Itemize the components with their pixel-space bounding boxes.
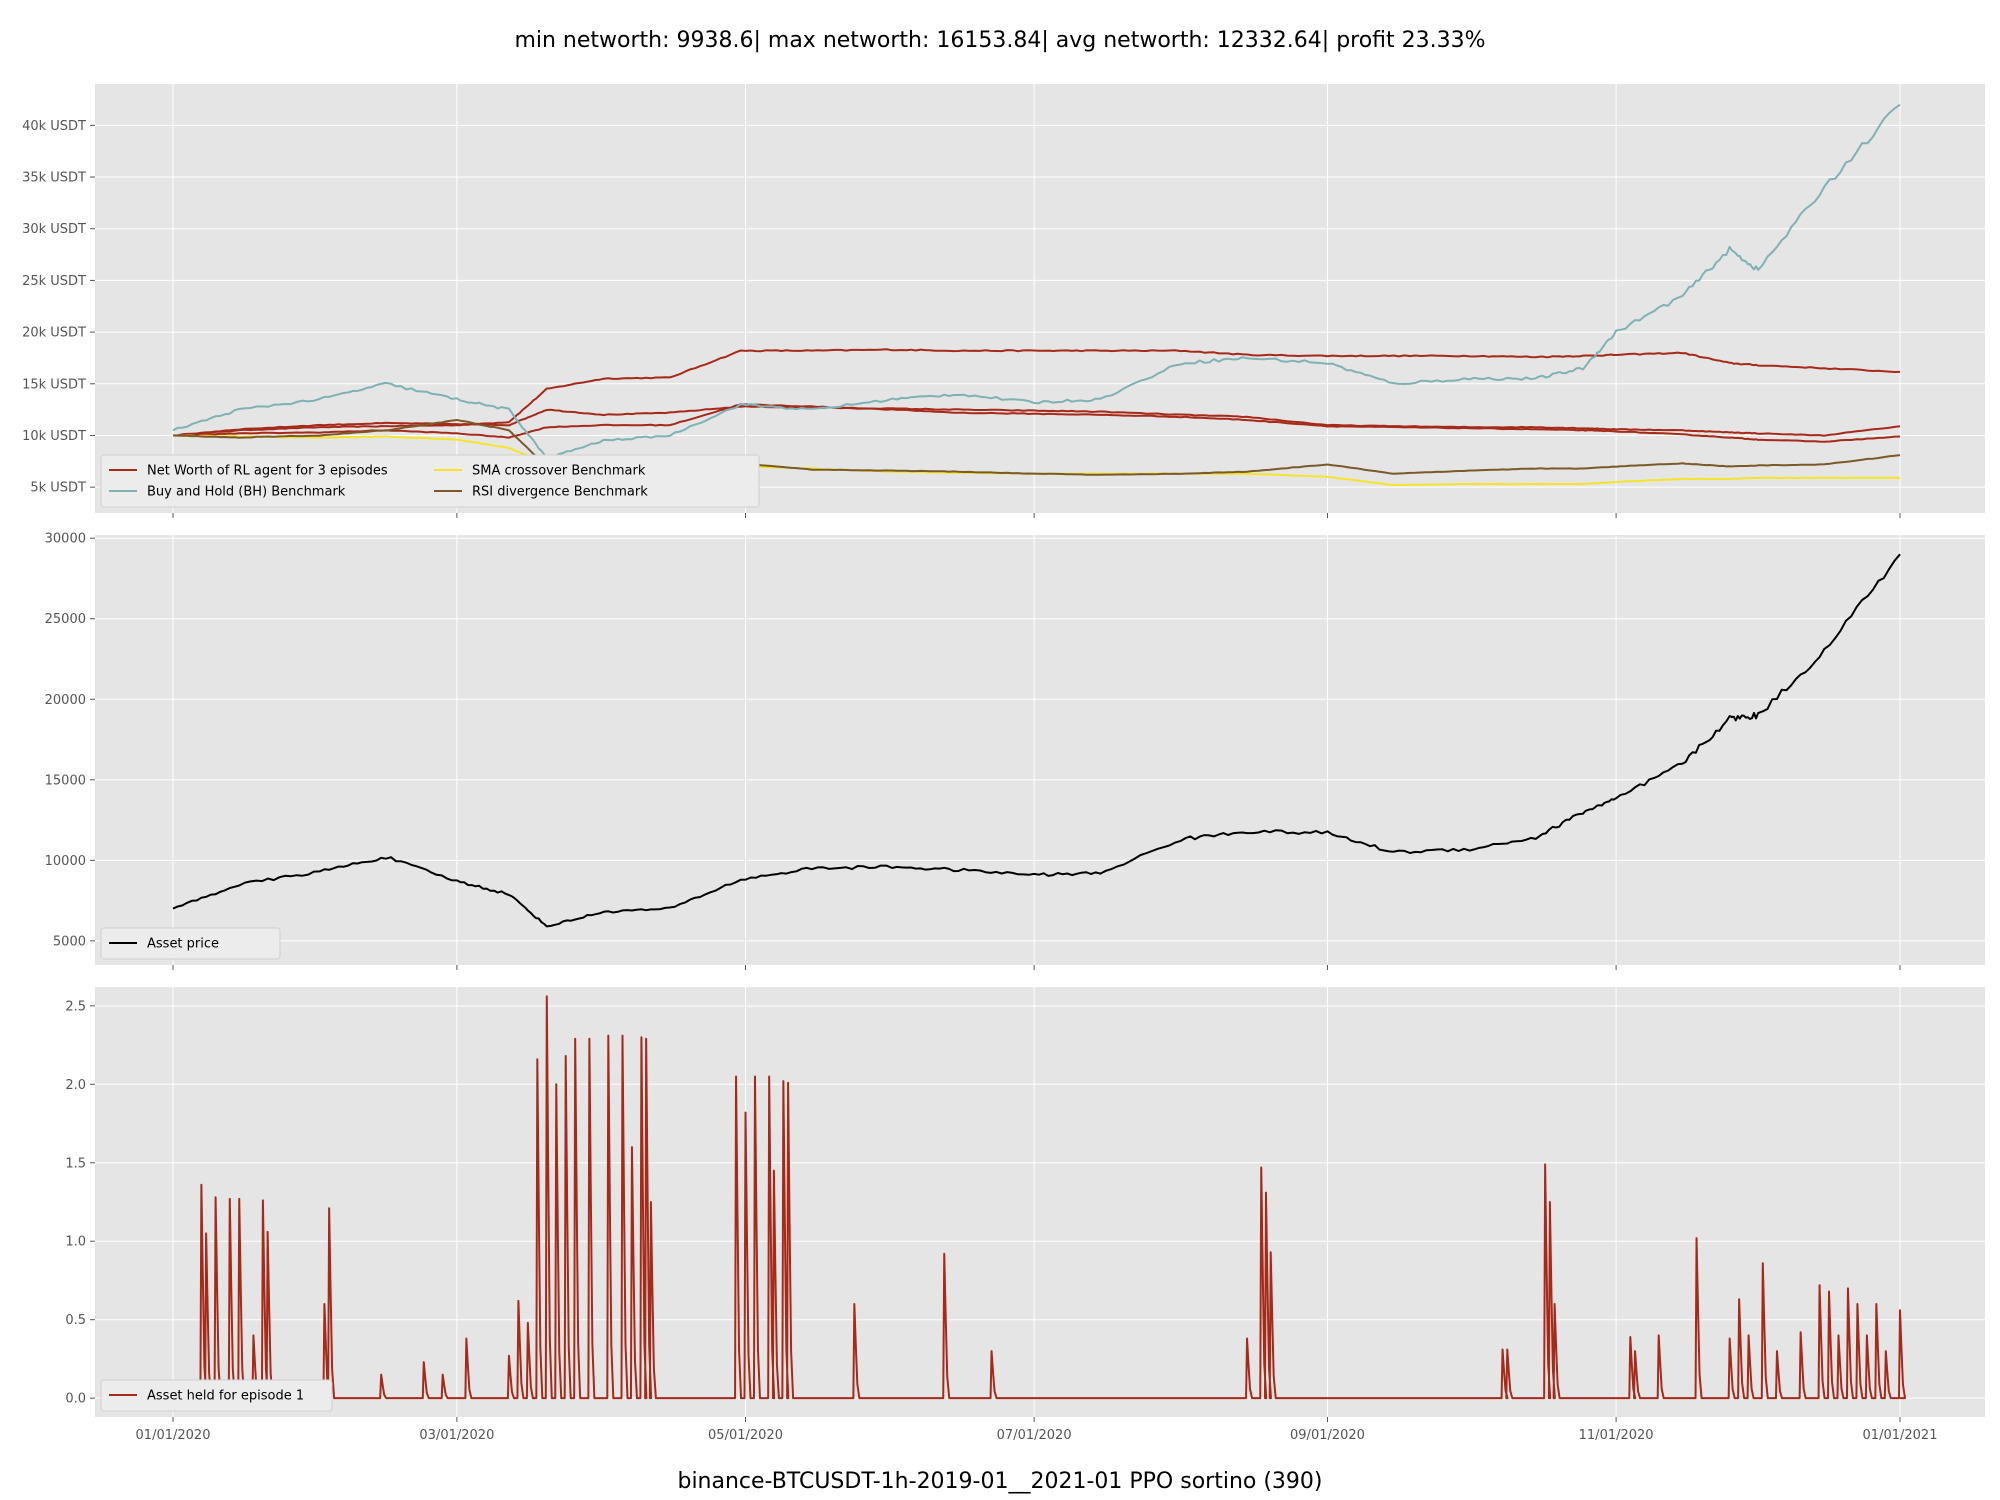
legend-box <box>100 1379 333 1412</box>
legend-label: Asset price <box>147 937 219 952</box>
legend-label: SMA crossover Benchmark <box>472 464 646 479</box>
legend-box <box>100 927 281 960</box>
legend-label: Asset held for episode 1 <box>147 1389 304 1404</box>
legend-label: RSI divergence Benchmark <box>472 485 648 500</box>
legend: Asset held for episode 1 <box>100 1379 333 1412</box>
plot-area <box>95 84 1985 513</box>
plot-area <box>95 535 1985 965</box>
x-tick-label: 09/01/2020 <box>1290 1428 1365 1443</box>
y-tick-label: 2.0 <box>65 1078 86 1093</box>
series-line-rl_agent-2 <box>172 403 1901 443</box>
plot-area <box>95 987 1985 1417</box>
y-tick-label: 1.0 <box>65 1235 86 1250</box>
series-group <box>172 103 1901 487</box>
y-tick-label: 35k USDT <box>22 171 86 186</box>
legend-label: Net Worth of RL agent for 3 episodes <box>147 464 388 479</box>
y-tick-label: 5000 <box>53 934 86 949</box>
legend-label: Buy and Hold (BH) Benchmark <box>147 485 346 500</box>
legend-box <box>100 454 760 508</box>
chart-panel-1: 5k USDT 10k USDT 15k USDT 20k USDT 25k USDT 3… <box>22 84 1985 518</box>
y-tick-label: 25000 <box>45 612 86 627</box>
x-tick-label: 07/01/2020 <box>997 1428 1072 1443</box>
y-tick-label: 0.5 <box>65 1313 86 1328</box>
y-tick-label: 25k USDT <box>22 274 86 289</box>
y-tick-label: 10000 <box>45 854 86 869</box>
x-tick-label: 03/01/2020 <box>419 1428 494 1443</box>
y-tick-label: 30k USDT <box>22 222 86 237</box>
series-group <box>172 553 1901 928</box>
y-tick-label: 0.0 <box>65 1392 86 1407</box>
chart-panel-2: 5000 10000 15000 20000 25000 30000 Asset price <box>45 532 1985 970</box>
y-tick-label: 2.5 <box>65 999 86 1014</box>
legend: Asset price <box>100 927 281 960</box>
y-tick-label: 5k USDT <box>30 481 86 496</box>
y-tick-label: 20k USDT <box>22 326 86 341</box>
x-tick-label: 05/01/2020 <box>708 1428 783 1443</box>
y-tick-label: 40k USDT <box>22 119 86 134</box>
chart-suptitle: min networth: 9938.6| max networth: 1615… <box>514 28 1485 53</box>
series-line-asset_held-0 <box>173 995 1906 1400</box>
x-tick-label: 11/01/2020 <box>1579 1428 1654 1443</box>
legend: Net Worth of RL agent for 3 episodes Buy … <box>100 454 760 508</box>
chart-panel-3: 01/01/2020 03/01/2020 05/01/2020 07/01/2020… <box>65 987 1985 1443</box>
y-tick-label: 10k USDT <box>22 429 86 444</box>
y-tick-label: 1.5 <box>65 1156 86 1171</box>
chart-footer-label: binance-BTCUSDT-1h-2019-01__2021-01 PPO … <box>677 1469 1322 1494</box>
series-group <box>173 995 1906 1400</box>
x-tick-label: 01/01/2020 <box>136 1428 211 1443</box>
series-line-asset_price-0 <box>172 553 1901 928</box>
y-tick-label: 30000 <box>45 532 86 547</box>
series-line-buy_hold-3 <box>172 103 1901 460</box>
y-tick-label: 15k USDT <box>22 377 86 392</box>
series-line-rsi-5 <box>172 419 1901 476</box>
y-tick-label: 15000 <box>45 773 86 788</box>
x-tick-label: 01/01/2021 <box>1863 1428 1938 1443</box>
y-tick-label: 20000 <box>45 693 86 708</box>
